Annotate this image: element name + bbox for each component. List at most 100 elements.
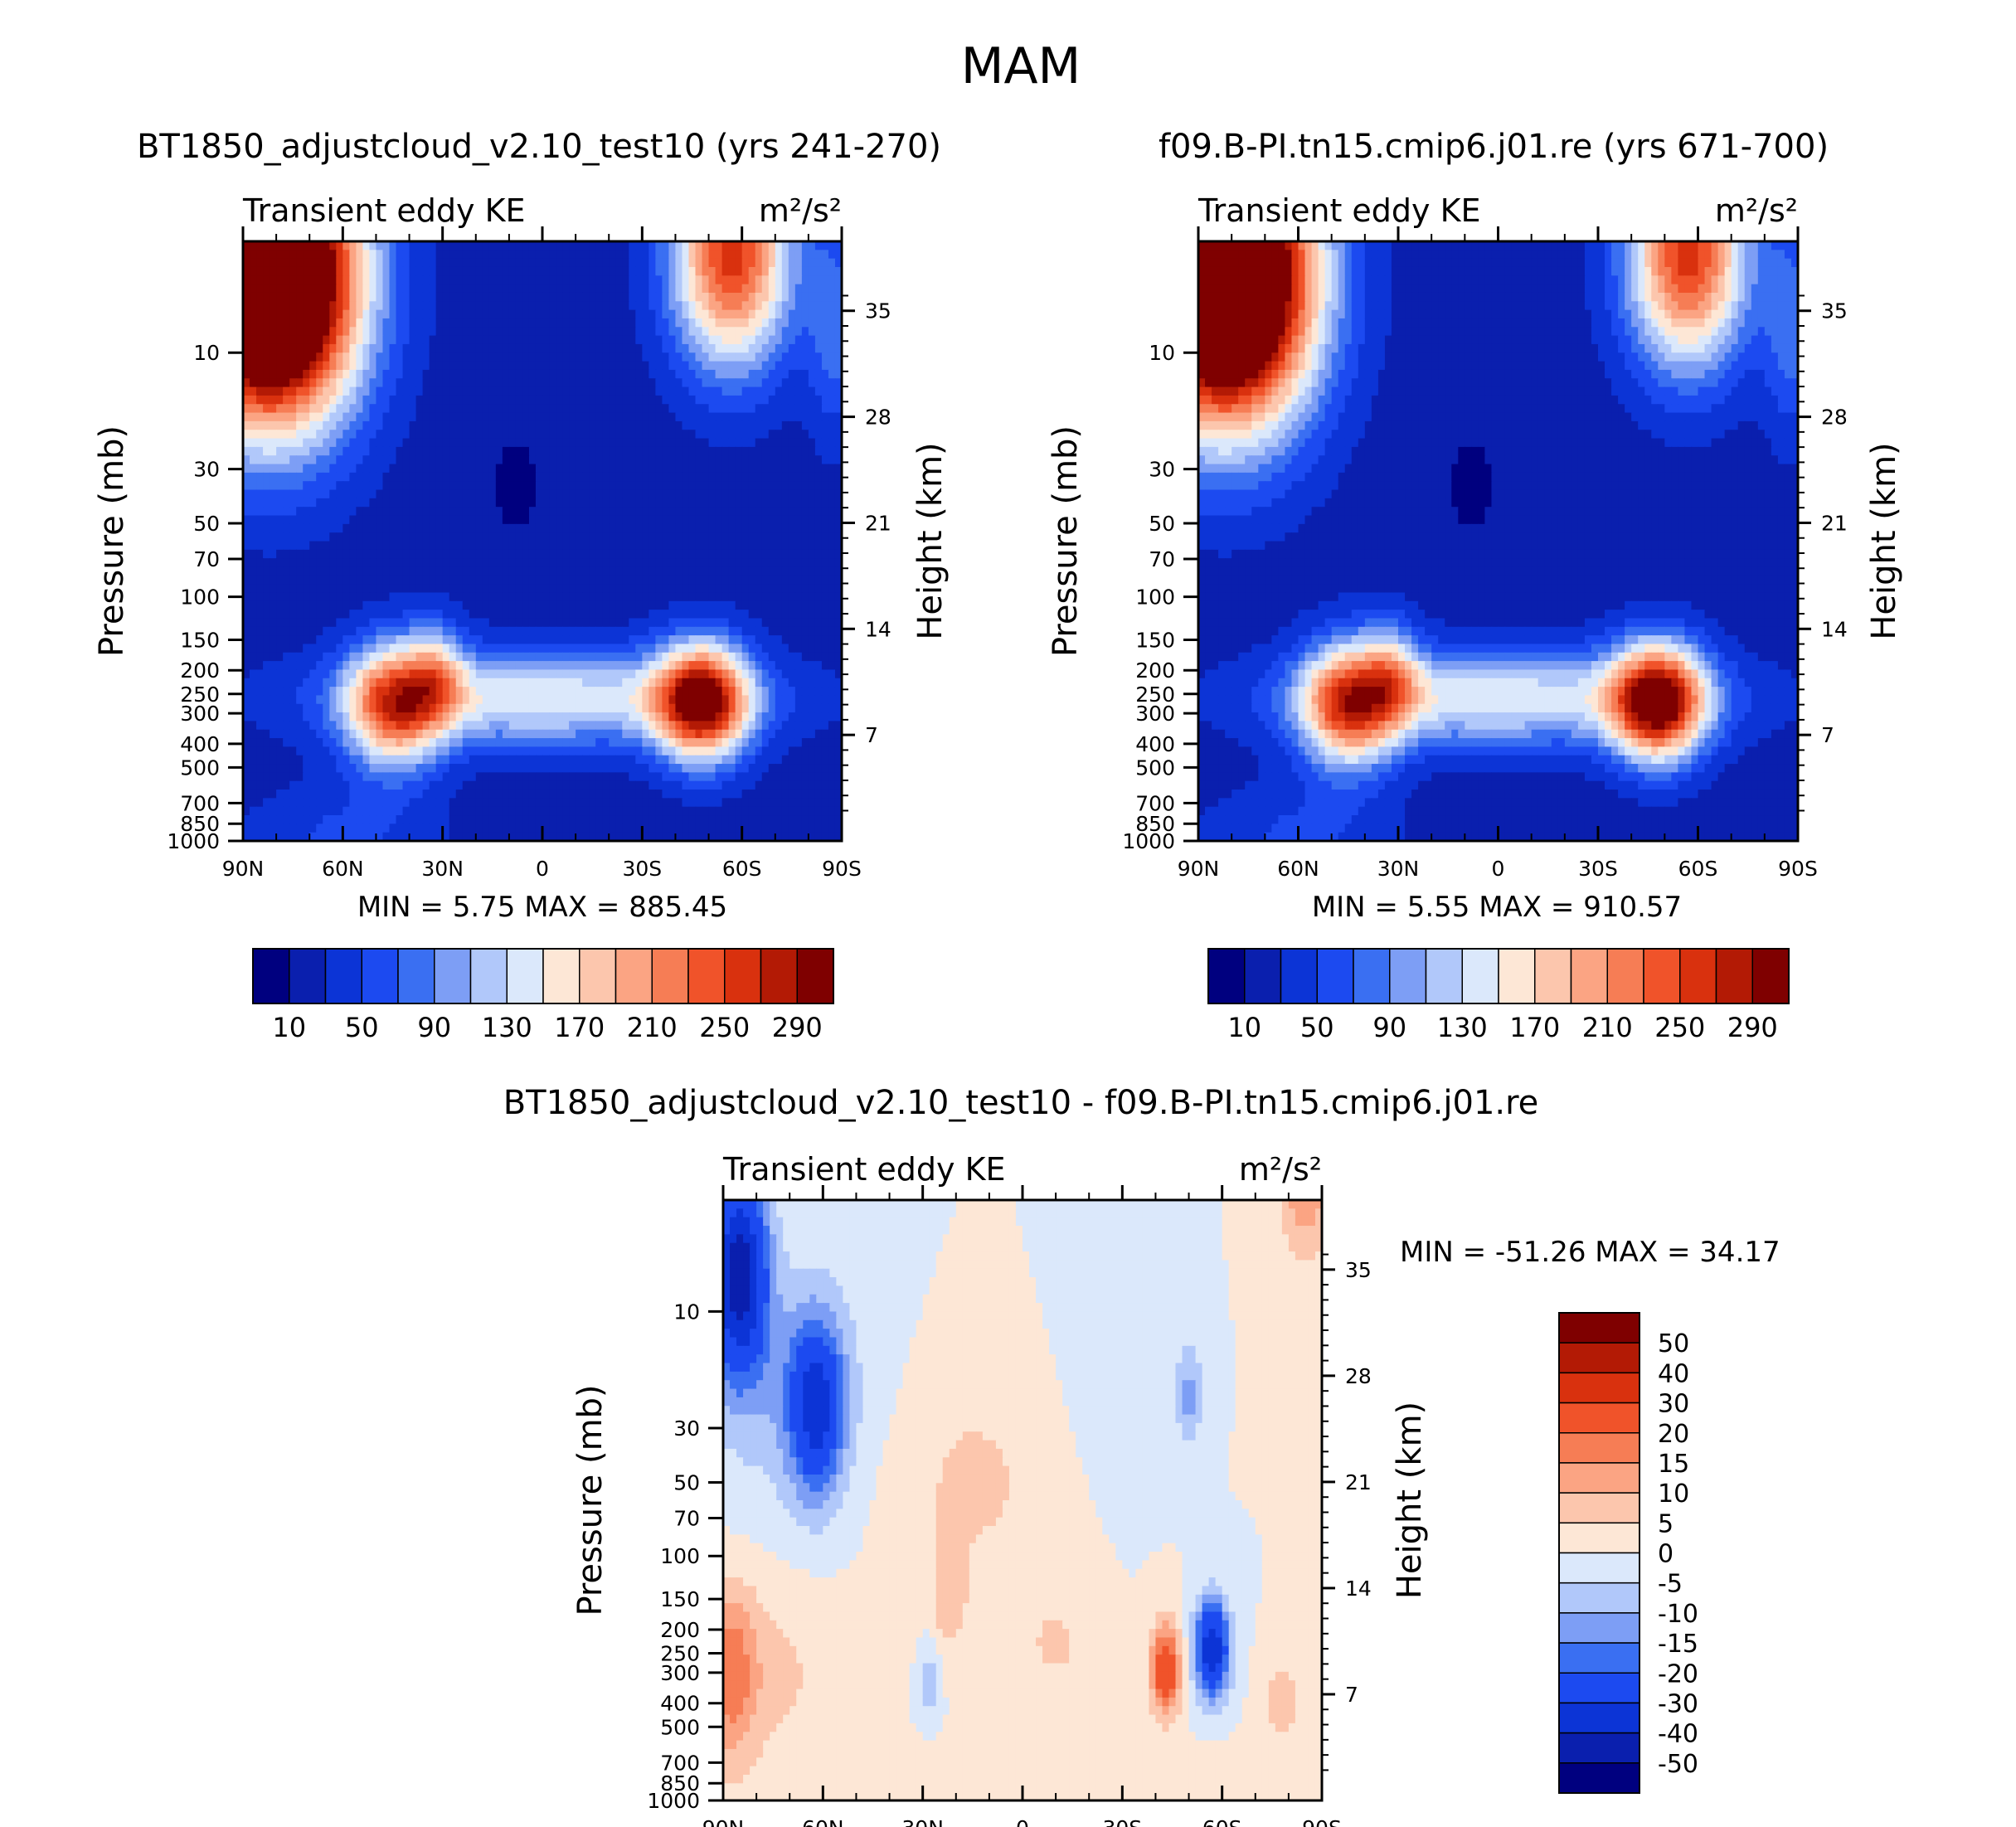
contour-cell — [828, 566, 836, 576]
contour-cell — [515, 266, 523, 277]
contour-cell — [309, 575, 317, 585]
contour-cell — [502, 420, 510, 430]
contour-cell — [283, 292, 290, 302]
contour-cell — [589, 404, 596, 414]
contour-cell — [243, 566, 250, 576]
contour-cell — [748, 610, 756, 620]
contour-cell — [808, 275, 816, 285]
contour-cell — [402, 481, 410, 491]
contour-cell — [389, 352, 397, 362]
contour-cell — [270, 661, 277, 671]
contour-cell — [595, 652, 603, 662]
contour-cell — [781, 695, 789, 705]
contour-cell — [442, 446, 450, 456]
contour-cell — [376, 687, 384, 697]
contour-cell — [502, 395, 510, 405]
contour-cell — [329, 309, 338, 319]
contour-cell — [415, 438, 424, 448]
contour-cell — [595, 541, 603, 551]
contour-cell — [522, 266, 530, 277]
contour-cell — [495, 575, 503, 585]
contour-cell — [382, 438, 391, 448]
contour-cell — [761, 652, 770, 662]
contour-cell — [449, 600, 457, 610]
contour-cell — [821, 498, 829, 508]
contour-cell — [488, 343, 497, 353]
contour-cell — [482, 584, 490, 594]
contour-cell — [442, 412, 450, 422]
contour-cell — [323, 618, 330, 628]
contour-cell — [422, 515, 430, 525]
contour-cell — [349, 275, 357, 285]
contour-cell — [695, 669, 703, 679]
contour-cell — [775, 369, 783, 379]
contour-cell — [515, 566, 523, 576]
contour-cell — [522, 258, 530, 268]
contour-cell — [808, 258, 816, 268]
contour-cell — [296, 558, 304, 568]
contour-cell — [336, 378, 344, 388]
contour-cell — [655, 644, 663, 654]
contour-cell — [768, 292, 776, 302]
contour-cell — [635, 558, 644, 568]
contour-cell — [788, 335, 796, 345]
contour-cell — [595, 420, 603, 430]
contour-cell — [409, 549, 417, 559]
contour-cell — [316, 266, 323, 277]
contour-cell — [629, 532, 637, 542]
contour-cell — [263, 481, 270, 491]
contour-cell — [435, 241, 444, 251]
contour-cell — [675, 455, 683, 465]
contour-cell — [702, 498, 710, 508]
contour-cell — [528, 472, 537, 482]
contour-cell — [755, 515, 763, 525]
contour-cell — [415, 575, 424, 585]
contour-cell — [695, 369, 703, 379]
contour-cell — [582, 610, 590, 620]
contour-cell — [283, 507, 290, 517]
contour-cell — [662, 318, 670, 328]
contour-cell — [522, 669, 530, 679]
contour-cell — [542, 558, 550, 568]
contour-cell — [369, 507, 377, 517]
contour-cell — [263, 703, 270, 713]
contour-cell — [488, 678, 497, 688]
contour-cell — [662, 703, 670, 713]
contour-cell — [342, 386, 351, 396]
contour-cell — [609, 472, 616, 482]
contour-cell — [329, 438, 338, 448]
contour-cell — [402, 318, 410, 328]
contour-cell — [409, 438, 417, 448]
contour-cell — [801, 250, 809, 260]
contour-cell — [755, 635, 763, 645]
contour-cell — [668, 343, 677, 353]
contour-cell — [369, 584, 377, 594]
contour-cell — [808, 523, 816, 533]
contour-cell — [256, 284, 264, 294]
contour-cell — [256, 318, 264, 328]
contour-cell — [609, 446, 616, 456]
contour-cell — [576, 430, 583, 440]
contour-cell — [442, 618, 450, 628]
contour-cell — [482, 507, 490, 517]
contour-cell — [256, 661, 264, 671]
contour-cell — [409, 404, 417, 414]
contour-cell — [296, 275, 304, 285]
contour-cell — [382, 292, 391, 302]
contour-cell — [622, 275, 629, 285]
contour-cell — [508, 600, 517, 610]
contour-cell — [834, 241, 842, 251]
contour-cell — [309, 703, 317, 713]
contour-cell — [528, 695, 537, 705]
contour-cell — [435, 532, 444, 542]
contour-cell — [609, 284, 616, 294]
contour-cell — [682, 507, 690, 517]
contour-cell — [635, 352, 644, 362]
contour-cell — [342, 455, 351, 465]
contour-cell — [695, 703, 703, 713]
contour-cell — [356, 343, 364, 353]
contour-cell — [728, 592, 736, 602]
contour-cell — [376, 558, 384, 568]
contour-cell — [329, 523, 338, 533]
contour-cell — [349, 695, 357, 705]
